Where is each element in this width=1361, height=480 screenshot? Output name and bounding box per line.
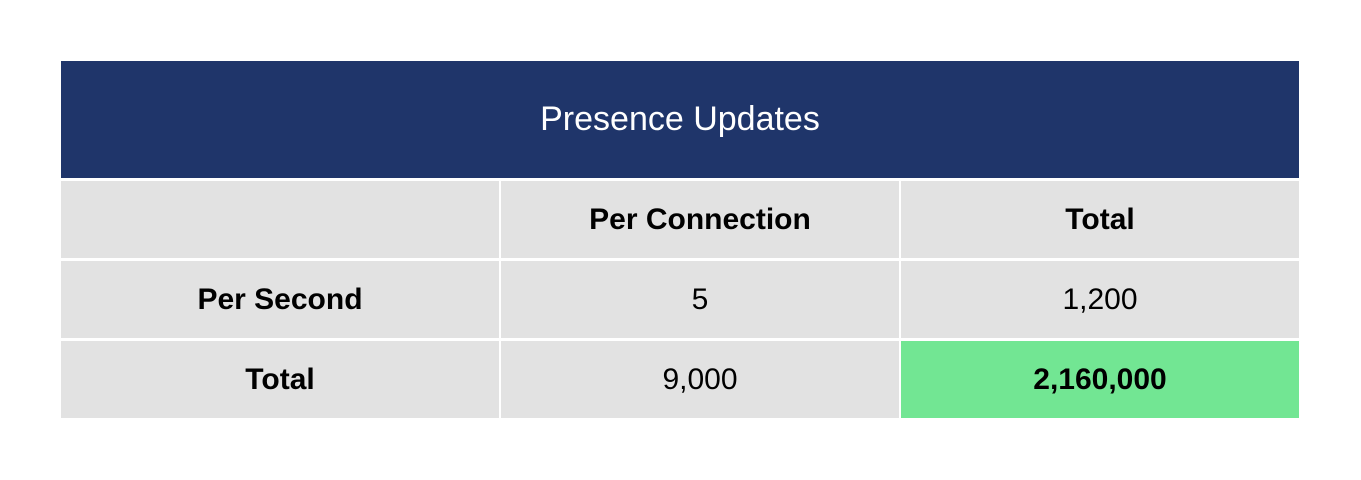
row-label-per-second: Per Second <box>61 261 499 338</box>
column-header-total: Total <box>901 181 1299 258</box>
presence-updates-table: Presence Updates Per Connection Total Pe… <box>61 61 1299 418</box>
table-grid: Per Connection Total Per Second 5 1,200 … <box>61 181 1299 418</box>
cell-per-second-total: 1,200 <box>901 261 1299 338</box>
cell-total-total-highlighted: 2,160,000 <box>901 341 1299 418</box>
column-header-per-connection: Per Connection <box>501 181 899 258</box>
cell-total-per-connection: 9,000 <box>501 341 899 418</box>
table-title: Presence Updates <box>61 61 1299 178</box>
row-label-total: Total <box>61 341 499 418</box>
cell-per-second-per-connection: 5 <box>501 261 899 338</box>
header-cell-empty <box>61 181 499 258</box>
